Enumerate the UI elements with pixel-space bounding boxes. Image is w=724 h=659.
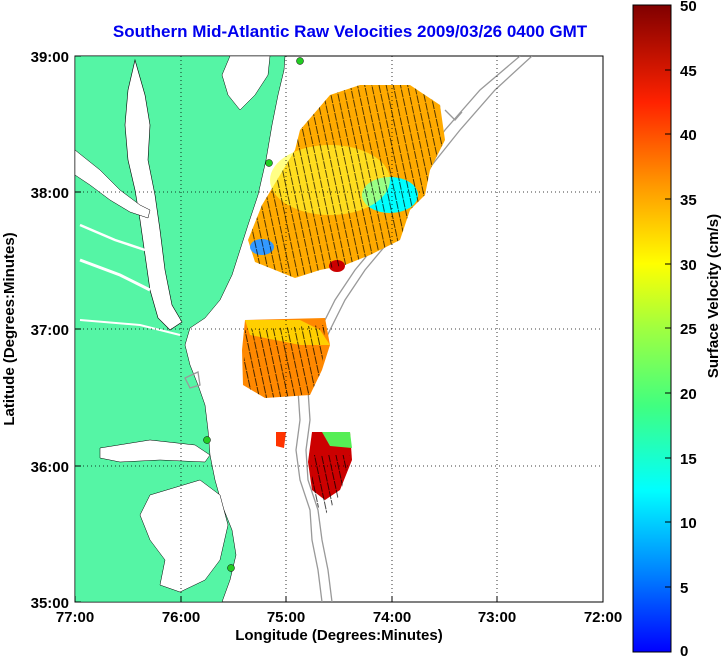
station-markers bbox=[203, 57, 304, 572]
station-marker bbox=[296, 57, 304, 65]
colorbar-tick-label: 15 bbox=[680, 451, 697, 468]
river-south bbox=[79, 319, 181, 336]
grid-lines bbox=[75, 56, 603, 602]
station-marker bbox=[227, 564, 235, 572]
x-tick-label: 74:00 bbox=[373, 609, 411, 626]
colorbar-tick-label: 30 bbox=[680, 257, 697, 274]
vector-arrows-north bbox=[248, 85, 445, 278]
fast-spot-south bbox=[276, 432, 286, 448]
y-tick-label: 37:00 bbox=[31, 322, 69, 339]
albemarle-sound bbox=[99, 439, 211, 463]
colorbar-tick-label: 0 bbox=[680, 643, 688, 659]
chart-title: Southern Mid-Atlantic Raw Velocities 200… bbox=[112, 22, 588, 41]
y-tick-label: 38:00 bbox=[31, 185, 69, 202]
colorbar-tick-label: 25 bbox=[680, 321, 697, 338]
x-tick-label: 77:00 bbox=[56, 609, 94, 626]
colorbar-tick-label: 50 bbox=[680, 0, 697, 15]
velocity-field bbox=[242, 85, 445, 515]
colorbar-tick-label: 20 bbox=[680, 386, 697, 403]
y-tick-label: 35:00 bbox=[31, 595, 69, 612]
y-tick-label: 36:00 bbox=[31, 459, 69, 476]
slow-region-south bbox=[322, 432, 352, 448]
colorbar-tick-label: 10 bbox=[680, 515, 697, 532]
x-tick-label: 73:00 bbox=[478, 609, 516, 626]
x-tick-label: 76:00 bbox=[162, 609, 200, 626]
potomac-river bbox=[75, 149, 151, 219]
vector-arrows-middle bbox=[243, 325, 325, 398]
colorbar bbox=[632, 4, 672, 653]
x-axis-label: Longitude (Degrees:Minutes) bbox=[235, 627, 443, 644]
colorbar-tick-label: 45 bbox=[680, 63, 697, 80]
colorbar-tick-label: 5 bbox=[680, 580, 688, 597]
x-tick-label: 72:00 bbox=[584, 609, 622, 626]
colorbar-tick-label: 35 bbox=[680, 192, 697, 209]
york-river bbox=[79, 223, 146, 252]
colorbar-tick-label: 40 bbox=[680, 127, 697, 144]
y-tick-label: 39:00 bbox=[31, 49, 69, 66]
vector-arrows-south bbox=[312, 455, 350, 515]
colorbar-ticks bbox=[665, 69, 671, 588]
james-river bbox=[79, 258, 151, 292]
station-marker bbox=[265, 159, 273, 167]
pamlico-sound bbox=[139, 479, 229, 593]
y-axis-label: Latitude (Degrees:Minutes) bbox=[1, 232, 18, 425]
chesapeake-bay bbox=[124, 58, 183, 331]
station-marker bbox=[203, 436, 211, 444]
delaware-bay bbox=[221, 56, 271, 111]
colorbar-label: Surface Velocity (cm/s) bbox=[705, 214, 722, 378]
x-tick-label: 75:00 bbox=[267, 609, 305, 626]
